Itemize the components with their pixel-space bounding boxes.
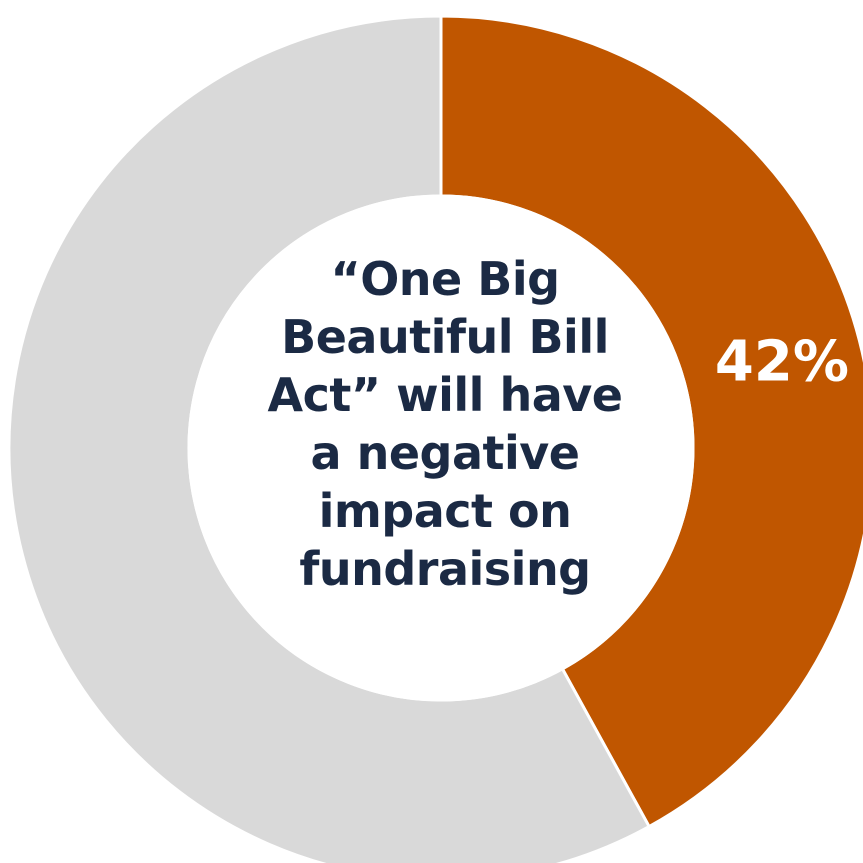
inner-ring — [187, 194, 695, 702]
center-label-line: impact on — [318, 484, 572, 538]
center-label-line: fundraising — [299, 542, 591, 596]
center-label-line: Beautiful Bill — [281, 310, 609, 364]
center-label-line: a negative — [310, 426, 580, 480]
center-label-line: “One Big — [330, 252, 560, 306]
center-label: “One Big Beautiful Bill Act” will have a… — [200, 250, 690, 598]
slices-layer — [7, 14, 863, 863]
labels-layer: 42% — [715, 329, 849, 394]
slice-value-label: 42% — [715, 329, 849, 394]
center-label-line: Act” will have — [267, 368, 623, 422]
